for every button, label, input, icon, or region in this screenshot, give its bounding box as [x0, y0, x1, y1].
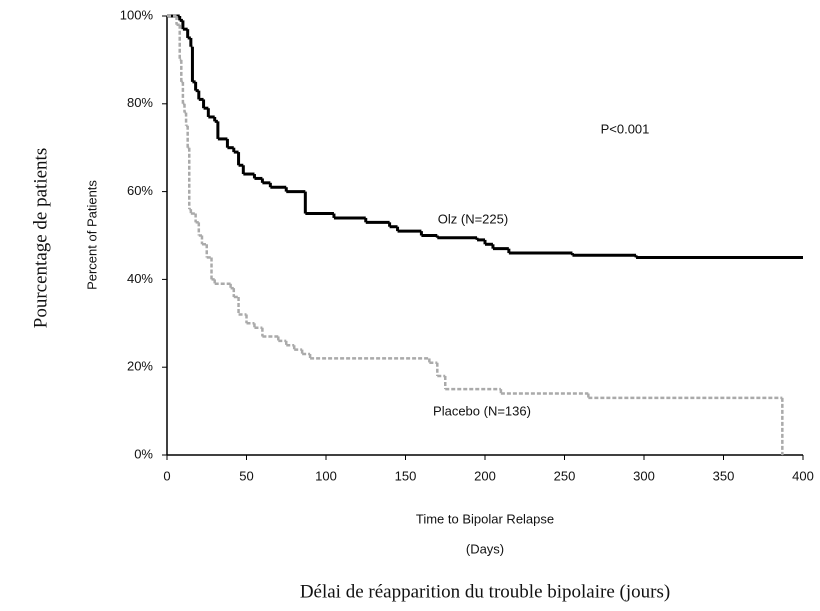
x-axis-title-fr: Délai de réapparition du trouble bipolai… — [300, 581, 670, 602]
annotation: Olz (N=225) — [438, 211, 508, 226]
x-axis-unit: (Days) — [466, 541, 504, 556]
y-axis-title: Percent of Patients — [84, 180, 99, 290]
y-tick-label: 80% — [127, 95, 153, 110]
x-tick-label: 150 — [395, 468, 417, 483]
x-tick-label: 0 — [163, 468, 170, 483]
y-tick-label: 40% — [127, 271, 153, 286]
x-tick-label: 50 — [239, 468, 253, 483]
annotation: P<0.001 — [601, 121, 650, 136]
x-tick-label: 200 — [474, 468, 496, 483]
y-tick-label: 20% — [127, 359, 153, 374]
x-tick-label: 350 — [713, 468, 735, 483]
y-tick-label: 100% — [120, 7, 154, 22]
x-tick-label: 300 — [633, 468, 655, 483]
y-tick-label: 0% — [134, 446, 153, 461]
y-tick-label: 60% — [127, 183, 153, 198]
x-axis-title: Time to Bipolar Relapse — [416, 511, 554, 526]
y-axis-title-fr: Pourcentage de patients — [30, 148, 51, 328]
x-tick-label: 100 — [315, 468, 337, 483]
annotation: Placebo (N=136) — [433, 403, 531, 418]
x-tick-label: 400 — [792, 468, 814, 483]
x-tick-label: 250 — [554, 468, 576, 483]
